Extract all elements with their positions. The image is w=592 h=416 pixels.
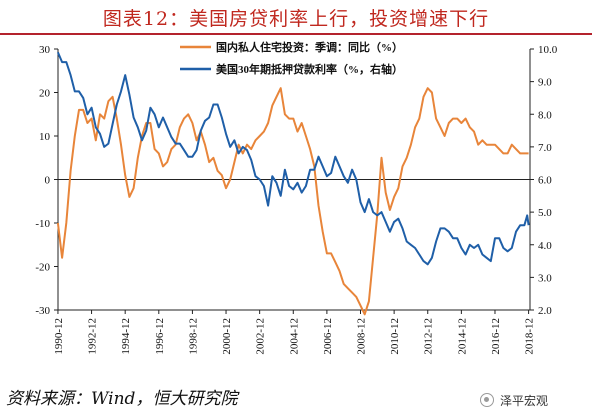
x-tick-label: 2004-12 <box>288 318 300 355</box>
x-tick-label: 2012-12 <box>423 318 435 355</box>
legend-label: 美国30年期抵押贷款利率（%，右轴） <box>216 62 403 76</box>
chart-lines <box>56 51 530 316</box>
left-y-tick-label: 20 <box>39 88 51 100</box>
x-tick-label: 2010-12 <box>389 318 401 355</box>
x-tick-label: 2002-12 <box>255 318 267 355</box>
right-y-tick-label: 3.0 <box>538 272 552 284</box>
left-y-tick-label: -30 <box>35 305 50 317</box>
series-line-investment-yoy <box>56 87 529 316</box>
left-y-tick-label: 30 <box>39 44 51 56</box>
x-tick-label: 1992-12 <box>87 318 99 355</box>
right-y-tick-label: 9.0 <box>538 77 552 89</box>
right-y-tick-label: 10.0 <box>538 44 558 56</box>
left-y-tick-label: 0 <box>45 175 51 187</box>
left-y-tick-label: -20 <box>35 262 50 274</box>
figure-title: 图表12：美国房贷利率上行，投资增速下行 <box>102 8 490 30</box>
right-y-tick-label: 6.0 <box>538 175 552 187</box>
x-tick-label: 1994-12 <box>120 318 132 355</box>
right-y-tick-label: 2.0 <box>538 305 552 317</box>
x-tick-label: 2016-12 <box>490 318 502 355</box>
left-y-tick-label: -10 <box>35 218 50 230</box>
series-line-mortgage-rate <box>56 51 530 266</box>
legend-label: 国内私人住宅投资：季调：同比（%） <box>216 40 403 54</box>
chart-axes: 30 20 10 0 -10 -20 -30 10.0 9.0 8.0 7.0 6.0 5.0 4.0 3.… <box>35 44 557 355</box>
source-note: 资料来源：Wind，恒大研究院 <box>6 389 238 409</box>
brand-watermark: 泽平宏观 <box>480 390 548 410</box>
x-tick-label: 2018-12 <box>524 318 536 355</box>
wechat-icon <box>480 393 494 407</box>
left-y-tick-label: 10 <box>39 131 51 143</box>
right-y-tick-label: 7.0 <box>538 142 552 154</box>
x-tick-label: 2006-12 <box>322 318 334 355</box>
x-tick-label: 1990-12 <box>53 318 65 355</box>
x-tick-label: 2000-12 <box>221 318 233 355</box>
right-y-tick-label: 5.0 <box>538 207 552 219</box>
brand-text: 泽平宏观 <box>500 393 549 408</box>
right-y-tick-label: 8.0 <box>538 109 552 121</box>
x-tick-label: 1996-12 <box>154 318 166 355</box>
chart-legend: 国内私人住宅投资：季调：同比（%） 美国30年期抵押贷款利率（%，右轴） <box>180 40 403 76</box>
right-y-tick-label: 4.0 <box>538 240 552 252</box>
x-tick-label: 2014-12 <box>456 318 468 355</box>
x-tick-label: 1998-12 <box>187 318 199 355</box>
title-divider <box>0 33 592 35</box>
x-tick-label: 2008-12 <box>356 318 368 355</box>
